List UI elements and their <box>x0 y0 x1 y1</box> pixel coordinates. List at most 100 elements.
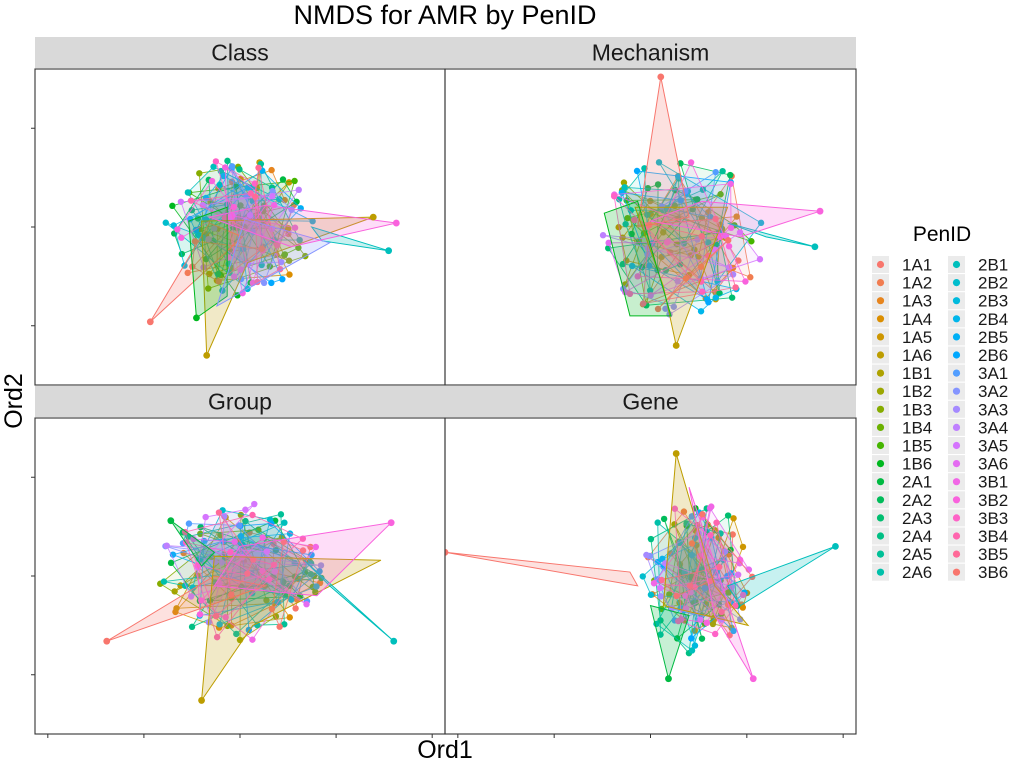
legend-label: 2B6 <box>978 346 1008 365</box>
point-3B2 <box>634 273 641 280</box>
point-2B2 <box>162 219 169 226</box>
legend-label: 1A3 <box>902 292 932 311</box>
point-2A2 <box>698 635 706 642</box>
point-2A1 <box>665 675 672 683</box>
legend-item-2A4: 2A4 <box>872 527 932 546</box>
point-1A4 <box>733 213 740 220</box>
point-2A4 <box>647 535 655 543</box>
hull-1A6 <box>200 555 382 703</box>
legend-item-3B4: 3B4 <box>948 527 1008 546</box>
point-3A6 <box>605 239 612 247</box>
point-3B4 <box>698 233 705 240</box>
point-3B6 <box>688 540 696 547</box>
point-3B1 <box>312 543 320 551</box>
point-3B5 <box>215 509 223 516</box>
legend-item-2A5: 2A5 <box>872 545 932 564</box>
legend-item-2A1: 2A1 <box>872 473 932 492</box>
legend-swatch <box>952 478 961 486</box>
point-3B3 <box>227 548 234 556</box>
hull-3B2 <box>213 521 393 597</box>
point-2B2 <box>705 239 712 246</box>
legend-swatch <box>876 550 885 558</box>
point-3A3 <box>277 258 285 266</box>
facet-panel-group: Group <box>31 386 446 738</box>
point-2B1 <box>621 184 628 191</box>
point-2A3 <box>214 270 222 278</box>
point-2A1 <box>279 176 287 183</box>
point-3A2 <box>317 562 325 569</box>
point-3B3 <box>213 633 221 641</box>
point-1B2 <box>263 597 270 604</box>
point-3B3 <box>610 193 618 200</box>
legend-item-1A6: 1A6 <box>872 346 932 365</box>
point-3A1 <box>228 163 236 170</box>
legend-item-1A2: 1A2 <box>872 274 932 293</box>
legend-label: 1B1 <box>902 364 932 383</box>
point-2B3 <box>216 621 223 628</box>
point-1A6 <box>672 342 680 349</box>
legend-label: 1A4 <box>902 310 932 329</box>
point-1A1 <box>729 531 736 538</box>
legend-item-1B6: 1B6 <box>872 455 932 474</box>
point-3A2 <box>260 279 268 287</box>
point-3B5 <box>732 284 739 291</box>
legend-item-1B1: 1B1 <box>872 364 932 383</box>
point-3B6 <box>654 305 662 313</box>
legend-item-1A5: 1A5 <box>872 328 932 347</box>
point-3A5 <box>177 198 185 205</box>
point-3B6 <box>215 278 222 285</box>
point-2B4 <box>628 262 636 270</box>
point-3B4 <box>686 582 694 589</box>
legend-item-3B1: 3B1 <box>948 473 1008 492</box>
point-1A5 <box>173 605 180 612</box>
legend-item-3B3: 3B3 <box>948 509 1008 528</box>
point-3B4 <box>630 216 638 224</box>
point-1B3 <box>196 170 203 177</box>
facet-strip <box>35 37 445 68</box>
point-3B4 <box>187 197 195 204</box>
point-1A2 <box>680 508 688 515</box>
point-3B5 <box>250 556 257 563</box>
point-1A5 <box>730 515 737 522</box>
point-3B4 <box>713 519 720 526</box>
point-3B2 <box>671 505 679 512</box>
legend-label: 2A6 <box>902 563 932 582</box>
plot-area <box>599 73 824 349</box>
point-2B4 <box>697 308 705 315</box>
point-1B5 <box>291 177 298 185</box>
point-3B2 <box>208 177 216 185</box>
point-3B6 <box>299 547 307 554</box>
point-1B4 <box>624 214 631 222</box>
point-2B6 <box>705 299 712 306</box>
y-axis-title: Ord2 <box>0 373 28 429</box>
legend-item-2A2: 2A2 <box>872 491 932 510</box>
point-3B2 <box>222 614 229 621</box>
legend-swatch <box>952 279 961 287</box>
legend-swatch <box>876 568 885 576</box>
point-3B2 <box>265 576 273 583</box>
hull-3B2 <box>688 486 754 679</box>
legend-swatch <box>876 387 885 395</box>
point-3A1 <box>185 520 193 527</box>
point-3B3 <box>626 290 634 298</box>
point-2A6 <box>160 578 168 585</box>
legend-swatch <box>876 333 885 341</box>
point-3A6 <box>291 224 299 231</box>
point-2A6 <box>276 196 283 203</box>
point-3A3 <box>246 211 254 219</box>
point-3B6 <box>258 245 266 252</box>
point-3A1 <box>658 203 665 210</box>
point-1B6 <box>694 196 701 203</box>
point-1A6 <box>672 450 680 457</box>
point-3B3 <box>712 630 719 638</box>
facet-strip <box>35 386 445 417</box>
plot-area <box>445 450 839 683</box>
point-3A2 <box>211 225 218 232</box>
point-3B1 <box>727 224 735 232</box>
point-2B6 <box>633 167 641 175</box>
point-2B4 <box>309 217 316 225</box>
legend-swatch <box>876 514 885 522</box>
point-2B1 <box>385 247 393 255</box>
point-3A3 <box>216 580 223 588</box>
legend-item-1A1: 1A1 <box>872 256 932 275</box>
